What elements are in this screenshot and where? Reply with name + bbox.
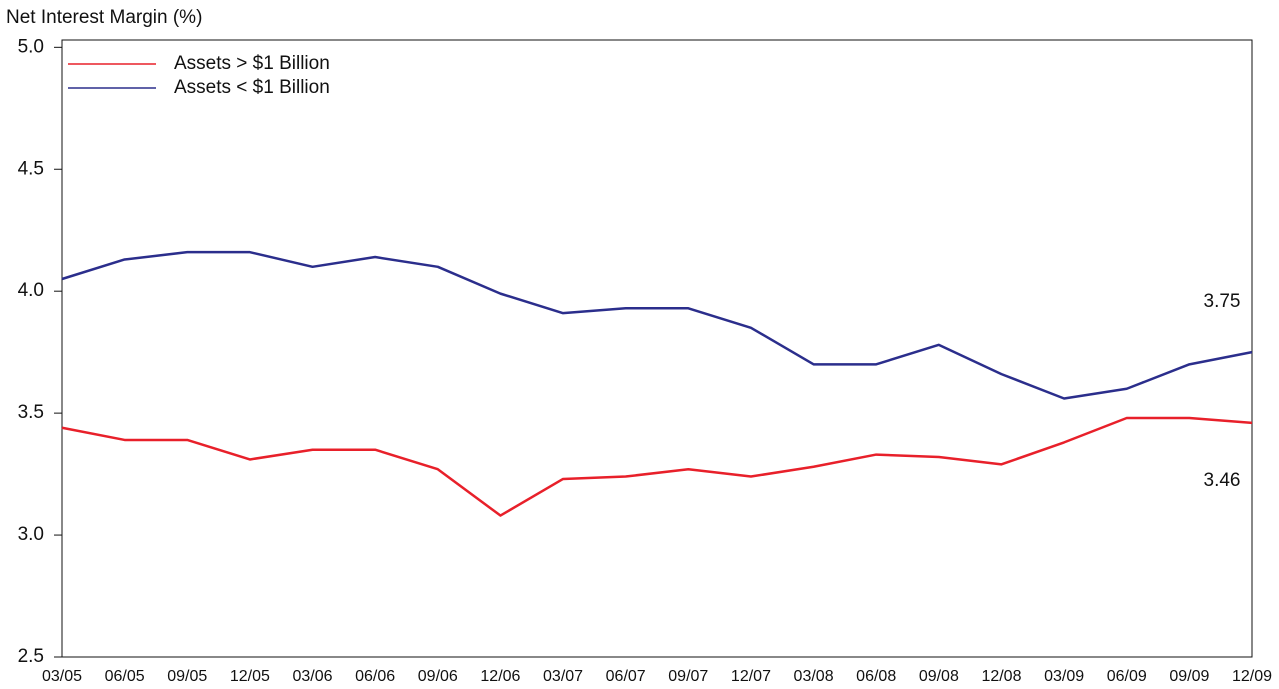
series-line	[61, 250, 1253, 400]
y-tick-label: 2.5	[18, 646, 44, 667]
y-tick-label: 3.0	[18, 524, 44, 545]
x-tick-label: 12/07	[731, 668, 771, 685]
y-tick-label: 5.0	[18, 36, 44, 57]
x-tick-label: 03/08	[794, 668, 834, 685]
x-tick-label: 09/06	[418, 668, 458, 685]
chart-title: Net Interest Margin (%)	[6, 7, 202, 28]
x-tick-label: 03/09	[1044, 668, 1084, 685]
x-tick-label: 06/08	[856, 668, 896, 685]
x-tick-label: 06/05	[105, 668, 145, 685]
series-line	[61, 416, 1253, 517]
annotation: 3.75	[1204, 291, 1241, 312]
x-tick-label: 09/07	[668, 668, 708, 685]
x-tick-label: 12/08	[981, 668, 1021, 685]
x-tick-label: 12/09	[1232, 668, 1272, 685]
x-tick-label: 12/06	[480, 668, 520, 685]
legend-label: Assets > $1 Billion	[174, 53, 330, 74]
x-tick-label: 06/07	[606, 668, 646, 685]
x-tick-label: 03/07	[543, 668, 583, 685]
plot-frame	[61, 39, 1253, 658]
x-tick-label: 06/09	[1107, 668, 1147, 685]
x-tick-label: 03/06	[293, 668, 333, 685]
y-tick-label: 3.5	[18, 402, 44, 423]
x-tick-label: 12/05	[230, 668, 270, 685]
x-tick-label: 03/05	[42, 668, 82, 685]
annotation: 3.46	[1204, 470, 1241, 491]
x-tick-label: 09/09	[1169, 668, 1209, 685]
x-tick-label: 09/08	[919, 668, 959, 685]
legend-label: Assets < $1 Billion	[174, 77, 330, 98]
x-tick-label: 09/05	[167, 668, 207, 685]
x-tick-label: 06/06	[355, 668, 395, 685]
y-tick-label: 4.0	[18, 280, 44, 301]
y-tick-label: 4.5	[18, 158, 44, 179]
